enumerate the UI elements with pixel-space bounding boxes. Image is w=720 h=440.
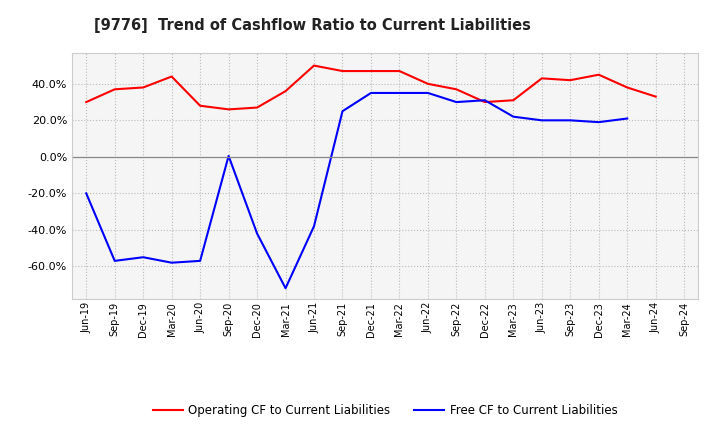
Free CF to Current Liabilities (395, 90, 404, 95)
Free CF to Current Liabilities (366, 90, 375, 95)
Free CF to Current Liabilities (110, 258, 119, 264)
Operating CF to Current Liabilities (509, 98, 518, 103)
Free CF to Current Liabilities (566, 117, 575, 123)
Free CF to Current Liabilities (82, 191, 91, 196)
Free CF to Current Liabilities (423, 90, 432, 95)
Operating CF to Current Liabilities (623, 85, 631, 90)
Operating CF to Current Liabilities (225, 107, 233, 112)
Free CF to Current Liabilities (196, 258, 204, 264)
Operating CF to Current Liabilities (167, 74, 176, 79)
Text: [9776]  Trend of Cashflow Ratio to Current Liabilities: [9776] Trend of Cashflow Ratio to Curren… (94, 18, 531, 33)
Free CF to Current Liabilities (452, 99, 461, 105)
Free CF to Current Liabilities (537, 117, 546, 123)
Line: Free CF to Current Liabilities: Free CF to Current Liabilities (86, 93, 627, 288)
Line: Operating CF to Current Liabilities: Operating CF to Current Liabilities (86, 66, 656, 110)
Operating CF to Current Liabilities (595, 72, 603, 77)
Operating CF to Current Liabilities (395, 68, 404, 73)
Free CF to Current Liabilities (623, 116, 631, 121)
Operating CF to Current Liabilities (366, 68, 375, 73)
Operating CF to Current Liabilities (82, 99, 91, 105)
Free CF to Current Liabilities (253, 231, 261, 236)
Free CF to Current Liabilities (480, 98, 489, 103)
Operating CF to Current Liabilities (652, 94, 660, 99)
Legend: Operating CF to Current Liabilities, Free CF to Current Liabilities: Operating CF to Current Liabilities, Fre… (148, 399, 622, 422)
Operating CF to Current Liabilities (537, 76, 546, 81)
Free CF to Current Liabilities (310, 224, 318, 229)
Operating CF to Current Liabilities (338, 68, 347, 73)
Operating CF to Current Liabilities (423, 81, 432, 87)
Operating CF to Current Liabilities (480, 99, 489, 105)
Operating CF to Current Liabilities (282, 88, 290, 94)
Operating CF to Current Liabilities (566, 77, 575, 83)
Operating CF to Current Liabilities (139, 85, 148, 90)
Free CF to Current Liabilities (509, 114, 518, 119)
Free CF to Current Liabilities (338, 109, 347, 114)
Free CF to Current Liabilities (167, 260, 176, 265)
Operating CF to Current Liabilities (452, 87, 461, 92)
Free CF to Current Liabilities (595, 120, 603, 125)
Operating CF to Current Liabilities (110, 87, 119, 92)
Operating CF to Current Liabilities (196, 103, 204, 108)
Free CF to Current Liabilities (139, 255, 148, 260)
Free CF to Current Liabilities (225, 153, 233, 158)
Free CF to Current Liabilities (282, 286, 290, 291)
Operating CF to Current Liabilities (310, 63, 318, 68)
Operating CF to Current Liabilities (253, 105, 261, 110)
